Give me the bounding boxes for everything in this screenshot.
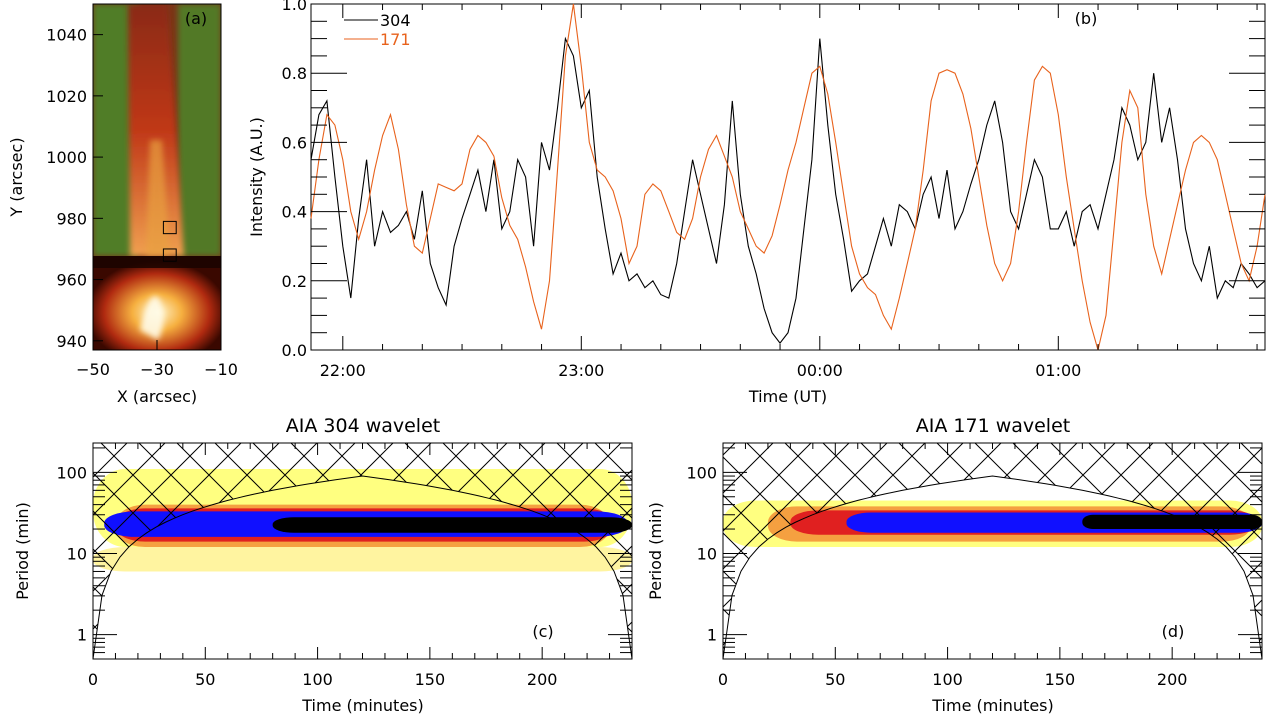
panel-b-ytick-label: 0.4	[282, 203, 307, 222]
panel-b-ytick-label: 0.0	[282, 341, 307, 360]
panel-d-xlabel: Time (minutes)	[931, 696, 1054, 715]
panel-d-label: (d)	[1162, 622, 1185, 641]
panel-c-wavelet: AIA 304 wavelet 0 50 100 150 200 1 10 100 (c) T…	[13, 415, 633, 715]
panel-b-ylabel: Intensity (A.U.)	[247, 117, 266, 237]
series-171-line	[310, 3, 1266, 351]
panel-a-label: (a)	[185, 9, 207, 28]
wavelet-ytick-label: 1	[707, 626, 717, 645]
panel-a-xtick-label: −50	[76, 360, 110, 379]
wavelet-xtick-label: 150	[415, 670, 446, 689]
panel-b-label: (b)	[1075, 9, 1098, 28]
panel-d-wavelet: AIA 171 wavelet 0 50 100 150 200 1 10 100 (d) T…	[646, 415, 1263, 715]
panel-c-xlabel: Time (minutes)	[301, 696, 424, 715]
cone-of-influence-line	[93, 475, 632, 659]
wavelet-xtick-label: 50	[825, 670, 845, 689]
wavelet-ytick-label: 1	[77, 626, 87, 645]
cone-of-influence-hatch	[723, 443, 1262, 659]
panel-a-ylabel: Y (arcsec)	[7, 137, 26, 217]
wavelet-xtick-label: 200	[1157, 670, 1188, 689]
cone-of-influence-hatch	[93, 443, 632, 659]
panel-a-ytick-label: 980	[56, 209, 87, 228]
panel-b-xtick-label: 23:00	[558, 361, 604, 380]
wavelet-xtick-label: 200	[527, 670, 558, 689]
wavelet-xtick-label: 100	[302, 670, 333, 689]
legend-304-label: 304	[380, 11, 411, 30]
wavelet-ytick-label: 10	[67, 544, 87, 563]
panel-b-xlabel: Time (UT)	[748, 387, 827, 406]
cone-of-influence-line	[723, 475, 1262, 659]
panel-c-title: AIA 304 wavelet	[286, 415, 440, 437]
panel-b-ytick-label: 1.0	[282, 0, 307, 14]
panel-a-ytick-label: 1000	[46, 148, 87, 167]
wavelet-xtick-label: 150	[1045, 670, 1076, 689]
panel-b-ytick-label: 0.2	[282, 272, 307, 291]
panel-d-title: AIA 171 wavelet	[916, 415, 1070, 437]
series-304-line	[310, 36, 1266, 345]
panel-a-image: −50 −30 −10 940 960 980 1000 1020 1040 (a) X (ar…	[7, 3, 238, 406]
panel-a-ytick-label: 960	[56, 271, 87, 290]
panel-a-ytick-label: 1020	[46, 87, 87, 106]
panel-b-ytick-label: 0.6	[282, 133, 307, 152]
panel-b-xtick-label: 00:00	[797, 361, 843, 380]
power-band-black	[272, 517, 632, 533]
panel-a-xtick-label: −30	[140, 360, 174, 379]
wavelet-xtick-label: 100	[932, 670, 963, 689]
panel-d-ylabel: Period (min)	[646, 502, 665, 600]
power-band-pale-yellow	[93, 547, 632, 572]
wavelet-xtick-label: 50	[195, 670, 215, 689]
panel-a-ytick-label: 940	[56, 332, 87, 351]
wavelet-xtick-label: 0	[88, 670, 98, 689]
panel-b-ytick-label: 0.8	[282, 64, 307, 83]
panel-a-box	[162, 248, 177, 262]
wavelet-ytick-label: 100	[56, 463, 87, 482]
legend-171-label: 171	[380, 30, 411, 49]
wavelet-xtick-label: 0	[718, 670, 728, 689]
panel-a-xtick-label: −10	[204, 360, 238, 379]
panel-b-xtick-label: 01:00	[1035, 361, 1081, 380]
panel-b-lightcurve: 22:00 23:00 00:00 01:00 0.0 0.2 0.4 0.6 0.8 1.0 3…	[247, 0, 1266, 406]
panel-c-ylabel: Period (min)	[13, 502, 32, 600]
panel-c-label: (c)	[532, 622, 553, 641]
panel-a-box	[162, 220, 177, 235]
panel-b-xtick-label: 22:00	[320, 361, 366, 380]
panel-a-ytick-label: 1040	[46, 26, 87, 45]
wavelet-ytick-label: 100	[686, 463, 717, 482]
wavelet-ytick-label: 10	[697, 544, 717, 563]
panel-a-xlabel: X (arcsec)	[117, 387, 197, 406]
